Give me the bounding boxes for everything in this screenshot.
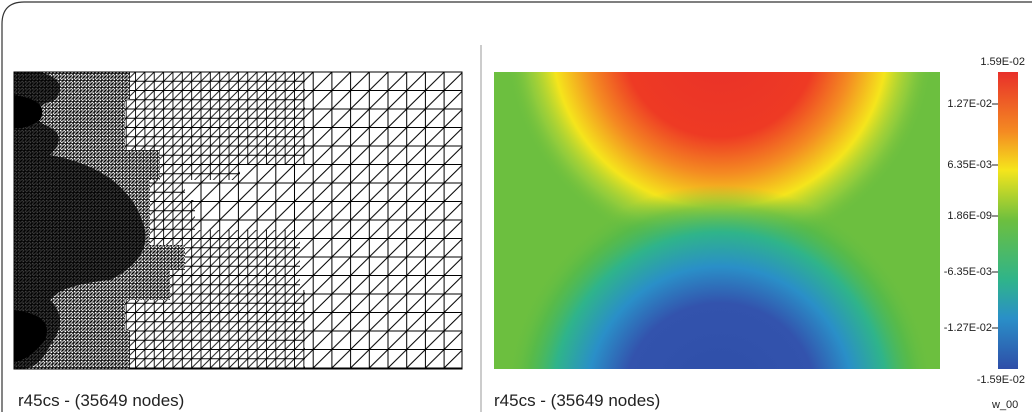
corner-label: w_00 <box>991 399 1018 411</box>
colorbar-ticks: 1.59E-02 1.27E-02 6.35E-03 1.86E-09 -6.35E-0… <box>944 56 1025 386</box>
colorbar-label: 1.59E-02 <box>980 56 1025 68</box>
colorbar-label: 6.35E-03 <box>947 159 992 171</box>
colorbar-label: 1.27E-02 <box>947 98 992 110</box>
colorbar-label: -1.27E-02 <box>944 322 992 334</box>
colorbar <box>998 72 1018 369</box>
colorbar-label: -1.59E-02 <box>977 374 1025 386</box>
colorbar-label: 1.86E-09 <box>947 210 992 222</box>
mesh <box>13 71 463 370</box>
colorbar-label: -6.35E-03 <box>944 266 992 278</box>
caption: r45cs - (35649 nodes) <box>18 391 184 410</box>
caption: r45cs - (35649 nodes) <box>494 391 660 410</box>
contour-plot <box>494 72 940 369</box>
